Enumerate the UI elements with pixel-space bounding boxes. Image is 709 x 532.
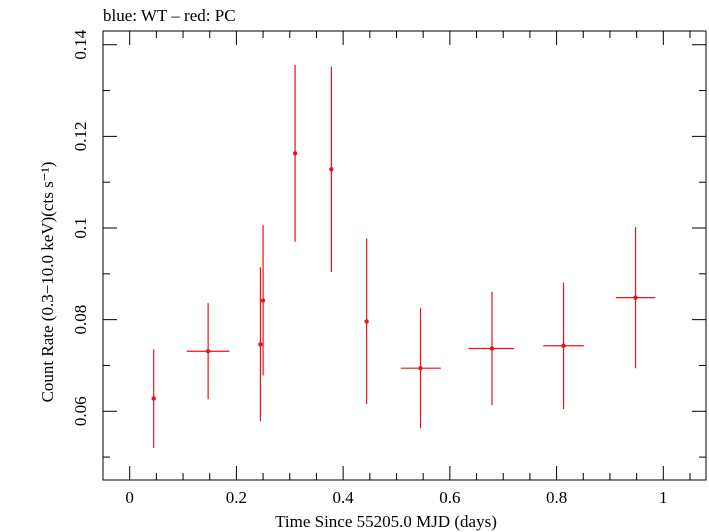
axis-ticks	[102, 31, 706, 480]
data-points	[151, 64, 656, 448]
legend-text: blue: WT – red: PC	[103, 6, 236, 25]
y-tick-label: 0.14	[71, 29, 90, 59]
x-axis-label: Time Since 55205.0 MJD (days)	[275, 512, 497, 531]
x-tick-label: 0	[125, 488, 134, 507]
y-tick-label: 0.1	[71, 217, 90, 238]
data-point	[615, 227, 656, 369]
data-point	[186, 303, 230, 400]
y-tick-label: 0.12	[71, 122, 90, 152]
y-axis-label: Count Rate (0.3−10.0 keV)(cts s⁻¹)	[38, 162, 57, 403]
data-marker	[258, 342, 263, 347]
y-tick-label: 0.06	[71, 396, 90, 426]
data-point	[258, 267, 263, 422]
data-point	[400, 308, 441, 429]
x-tick-label: 0.6	[439, 488, 460, 507]
data-marker	[364, 319, 369, 324]
data-point	[151, 349, 156, 448]
data-marker	[633, 295, 638, 300]
x-tick-label: 0.4	[333, 488, 355, 507]
data-point	[543, 282, 584, 409]
data-marker	[418, 366, 423, 371]
data-point	[364, 238, 369, 404]
data-point	[329, 66, 334, 272]
data-marker	[489, 346, 495, 351]
data-marker	[561, 343, 566, 348]
y-tick-label: 0.08	[71, 305, 90, 335]
data-marker	[151, 396, 156, 401]
data-marker	[260, 298, 266, 303]
x-tick-label: 1	[659, 488, 668, 507]
data-point	[260, 225, 266, 376]
axis-tick-labels: 0 0.2 0.4 0.6 0.8 1 0.06 0.08 0.1 0.12 0.14	[71, 29, 668, 507]
data-marker	[292, 151, 298, 156]
data-point	[468, 291, 514, 406]
x-tick-label: 0.2	[226, 488, 247, 507]
x-tick-label: 0.8	[546, 488, 567, 507]
plot-frame	[102, 30, 707, 481]
data-marker	[205, 349, 211, 354]
data-point	[292, 64, 298, 242]
data-marker	[329, 167, 334, 172]
